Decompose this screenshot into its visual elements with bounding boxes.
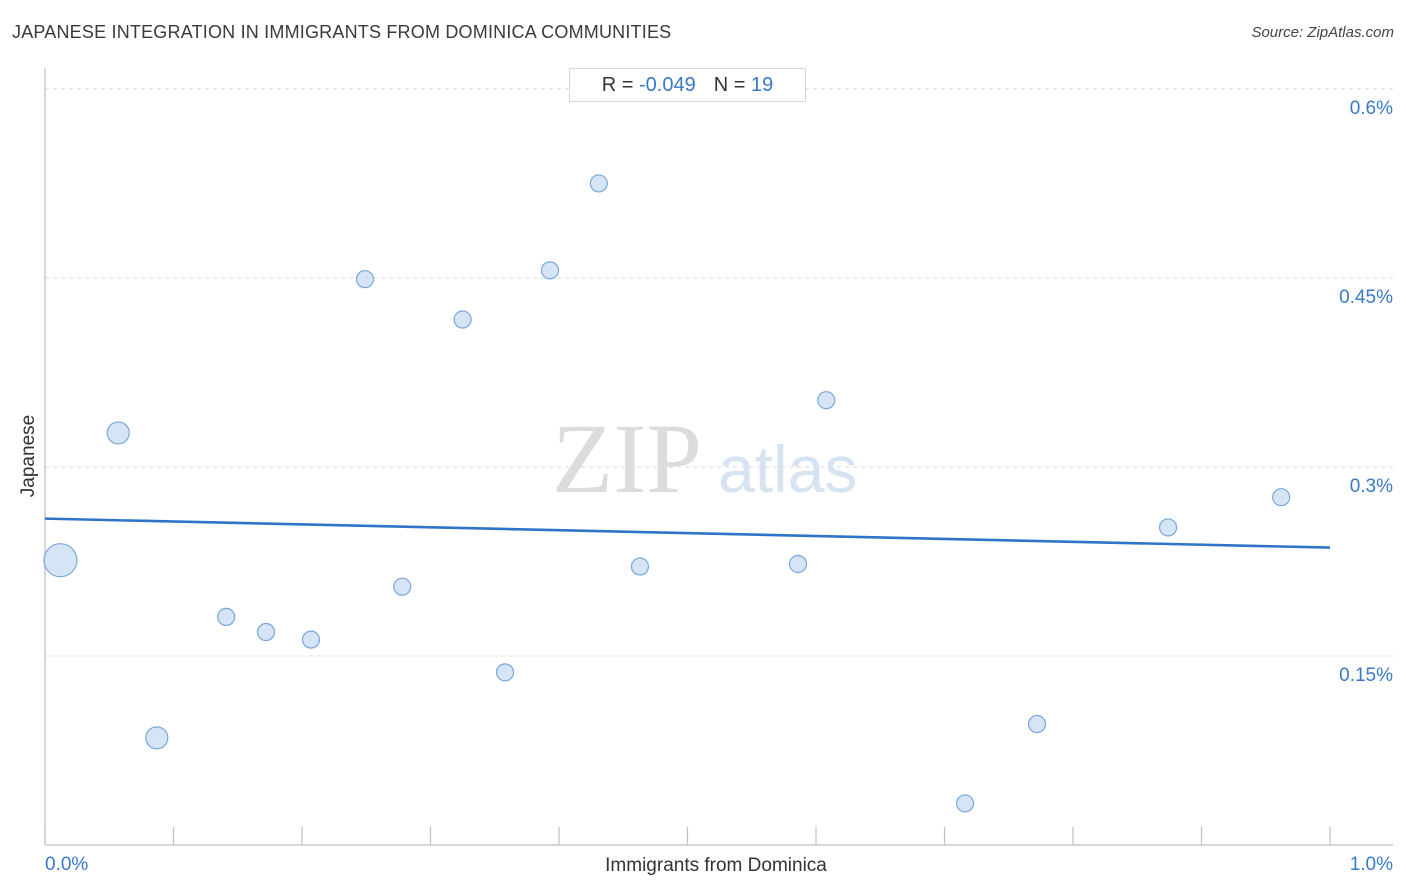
data-point bbox=[630, 557, 650, 576]
data-point bbox=[355, 270, 375, 289]
chart-title: JAPANESE INTEGRATION IN IMMIGRANTS FROM … bbox=[12, 22, 672, 42]
data-point bbox=[1027, 714, 1047, 734]
data-points bbox=[43, 174, 1291, 813]
watermark-atlas: atlas bbox=[718, 432, 857, 506]
watermark-zip: ZIP bbox=[552, 403, 702, 514]
data-point bbox=[301, 630, 321, 649]
y-tick-label: 0.6% bbox=[1350, 98, 1393, 119]
data-point bbox=[1272, 488, 1291, 507]
source-credit: Source: ZipAtlas.com bbox=[1251, 24, 1394, 41]
r-value: -0.049 bbox=[639, 73, 696, 96]
n-label: N = bbox=[713, 73, 746, 96]
trend-line bbox=[44, 517, 1331, 549]
data-point bbox=[106, 421, 130, 445]
data-point bbox=[43, 543, 78, 578]
x-tick-label: 0.0% bbox=[45, 854, 88, 875]
n-value: 19 bbox=[750, 73, 774, 96]
data-point bbox=[217, 607, 236, 627]
data-point bbox=[540, 261, 560, 280]
data-point bbox=[817, 391, 836, 410]
r-label: R = bbox=[601, 73, 634, 96]
y-tick-label: 0.15% bbox=[1339, 665, 1393, 686]
data-point bbox=[788, 554, 808, 574]
data-point bbox=[453, 310, 472, 329]
data-point bbox=[256, 622, 276, 642]
correlation-stats: R = -0.049 N = 19 bbox=[569, 68, 806, 102]
y-tick-label: 0.3% bbox=[1350, 476, 1393, 497]
y-tick-label: 0.45% bbox=[1339, 287, 1393, 308]
axes bbox=[44, 68, 1393, 846]
data-point bbox=[393, 577, 412, 596]
data-point bbox=[955, 794, 975, 813]
y-axis-label: Japanese bbox=[18, 415, 39, 497]
trend-line-group bbox=[44, 517, 1331, 549]
y-tick-labels: 0.15% 0.3% 0.45% 0.6% bbox=[1339, 98, 1393, 686]
data-point bbox=[495, 663, 515, 682]
x-axis-label: Immigrants from Dominica bbox=[605, 855, 827, 876]
x-tick-label: 1.0% bbox=[1350, 854, 1393, 875]
x-tick-labels: 0.0% 1.0% bbox=[45, 854, 1393, 875]
data-point bbox=[1158, 518, 1178, 537]
data-point bbox=[145, 726, 169, 750]
data-point bbox=[589, 174, 608, 193]
grid-lines bbox=[45, 88, 1393, 657]
